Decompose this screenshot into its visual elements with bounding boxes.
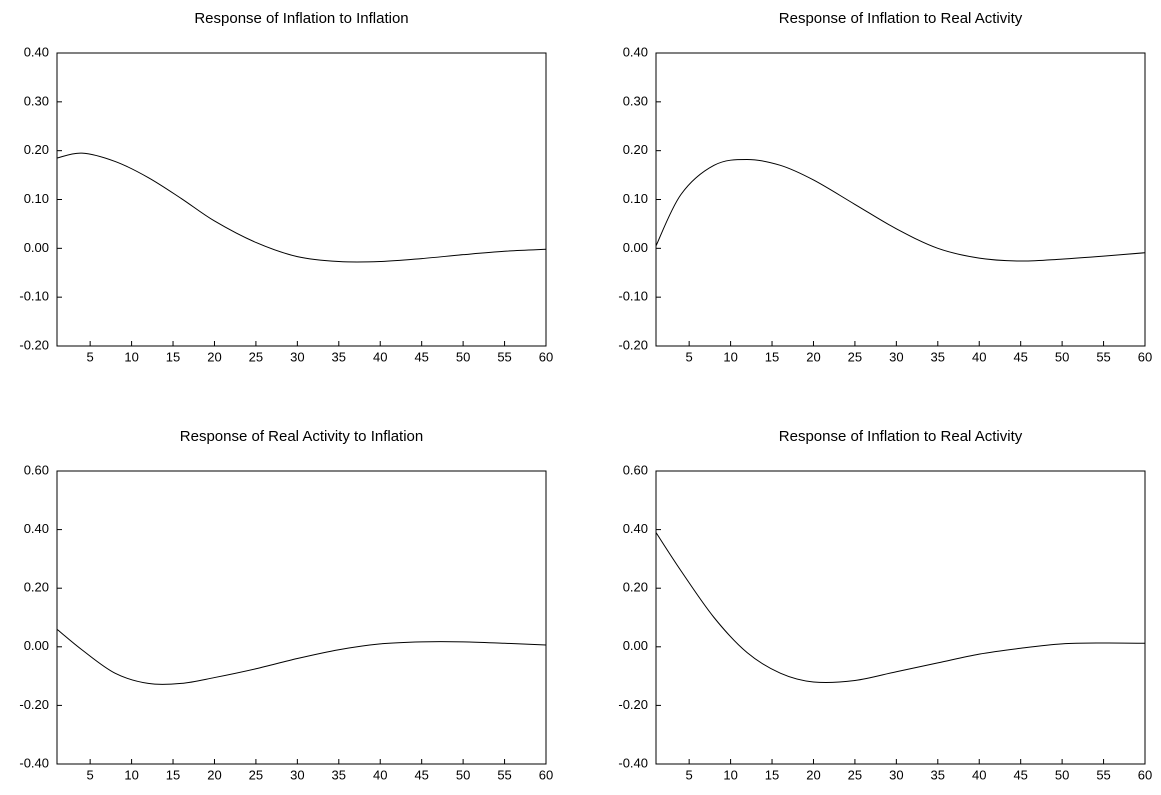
x-tick-label: 10	[124, 349, 138, 364]
x-tick-label: 30	[290, 349, 304, 364]
y-tick-label: 0.40	[24, 44, 49, 59]
x-tick-label: 15	[765, 349, 779, 364]
x-tick-label: 25	[848, 349, 862, 364]
x-tick-label: 55	[1096, 349, 1110, 364]
y-tick-label: 0.20	[24, 580, 49, 595]
chart-title: Response of Inflation to Real Activity	[779, 10, 1023, 27]
x-tick-label: 30	[889, 349, 903, 364]
y-tick-label: -0.40	[19, 755, 49, 770]
x-tick-label: 15	[166, 349, 180, 364]
plot-frame	[56, 52, 547, 347]
x-tick-label: 5	[87, 349, 94, 364]
x-tick-label: 45	[1013, 767, 1027, 782]
x-tick-label: 15	[765, 767, 779, 782]
x-tick-label: 55	[497, 767, 511, 782]
chart-title: Response of Inflation to Inflation	[194, 10, 408, 27]
x-tick-label: 10	[723, 767, 737, 782]
y-tick-label: 0.30	[623, 93, 648, 108]
x-tick-label: 35	[332, 349, 346, 364]
x-tick-label: 60	[1138, 767, 1152, 782]
y-tick-label: -0.10	[19, 289, 49, 304]
x-tick-label: 55	[497, 349, 511, 364]
x-tick-label: 25	[249, 349, 263, 364]
x-tick-label: 10	[723, 349, 737, 364]
line	[56, 628, 547, 685]
x-tick-label: 20	[207, 767, 221, 782]
x-tick-label: 35	[931, 349, 945, 364]
x-tick-label: 60	[1138, 349, 1152, 364]
line	[655, 158, 1146, 262]
y-tick-label: 0.40	[623, 44, 648, 59]
plot-frame	[56, 470, 547, 765]
y-tick-label: 0.00	[24, 638, 49, 653]
x-tick-label: 55	[1096, 767, 1110, 782]
y-tick-label: 0.00	[623, 240, 648, 255]
y-tick-label: -0.20	[618, 697, 648, 712]
y-tick-label: -0.20	[618, 337, 648, 352]
x-tick-label: 20	[806, 767, 820, 782]
x-tick-label: 5	[87, 767, 94, 782]
y-tick-label: 0.20	[623, 580, 648, 595]
y-tick-label: -0.40	[618, 755, 648, 770]
chart-title: Response of Real Activity to Inflation	[180, 428, 423, 445]
y-tick-label: 0.40	[623, 521, 648, 536]
x-tick-label: 10	[124, 767, 138, 782]
y-tick-label: -0.20	[19, 337, 49, 352]
x-tick-label: 50	[1055, 767, 1069, 782]
y-tick-label: 0.40	[24, 521, 49, 536]
x-tick-label: 50	[456, 767, 470, 782]
x-tick-label: 20	[806, 349, 820, 364]
y-tick-label: 0.20	[623, 142, 648, 157]
x-tick-label: 45	[414, 767, 428, 782]
x-tick-label: 25	[848, 767, 862, 782]
y-tick-label: 0.20	[24, 142, 49, 157]
x-tick-label: 30	[889, 767, 903, 782]
x-tick-label: 40	[972, 767, 986, 782]
x-tick-label: 45	[414, 349, 428, 364]
x-tick-label: 25	[249, 767, 263, 782]
x-tick-label: 60	[539, 767, 553, 782]
y-tick-label: 0.10	[623, 191, 648, 206]
y-tick-label: 0.00	[24, 240, 49, 255]
x-tick-label: 20	[207, 349, 221, 364]
x-tick-label: 35	[931, 767, 945, 782]
x-tick-label: 35	[332, 767, 346, 782]
y-tick-label: 0.30	[24, 93, 49, 108]
chart-title: Response of Inflation to Real Activity	[779, 428, 1023, 445]
line	[56, 152, 547, 263]
x-tick-label: 40	[373, 767, 387, 782]
y-tick-label: -0.20	[19, 697, 49, 712]
plot-frame	[655, 52, 1146, 347]
plot-frame	[655, 470, 1146, 765]
x-tick-label: 45	[1013, 349, 1027, 364]
x-tick-label: 30	[290, 767, 304, 782]
y-tick-label: -0.10	[618, 289, 648, 304]
x-tick-label: 60	[539, 349, 553, 364]
x-tick-label: 5	[686, 767, 693, 782]
x-tick-label: 5	[686, 349, 693, 364]
y-tick-label: 0.10	[24, 191, 49, 206]
y-tick-label: 0.60	[24, 462, 49, 477]
y-tick-label: 0.00	[623, 638, 648, 653]
x-tick-label: 50	[456, 349, 470, 364]
line	[655, 532, 1146, 683]
x-tick-label: 40	[373, 349, 387, 364]
x-tick-label: 50	[1055, 349, 1069, 364]
x-tick-label: 15	[166, 767, 180, 782]
y-tick-label: 0.60	[623, 462, 648, 477]
x-tick-label: 40	[972, 349, 986, 364]
